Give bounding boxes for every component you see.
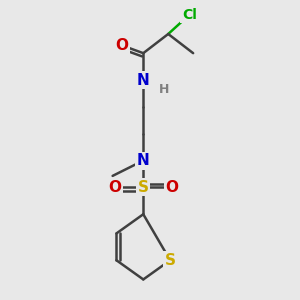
Text: Cl: Cl [182, 8, 197, 22]
Text: O: O [108, 180, 121, 195]
Text: O: O [116, 38, 129, 53]
Text: S: S [165, 253, 176, 268]
Text: N: N [137, 153, 150, 168]
Text: H: H [159, 83, 170, 96]
Text: N: N [137, 73, 150, 88]
Text: O: O [166, 180, 178, 195]
Text: S: S [138, 180, 149, 195]
